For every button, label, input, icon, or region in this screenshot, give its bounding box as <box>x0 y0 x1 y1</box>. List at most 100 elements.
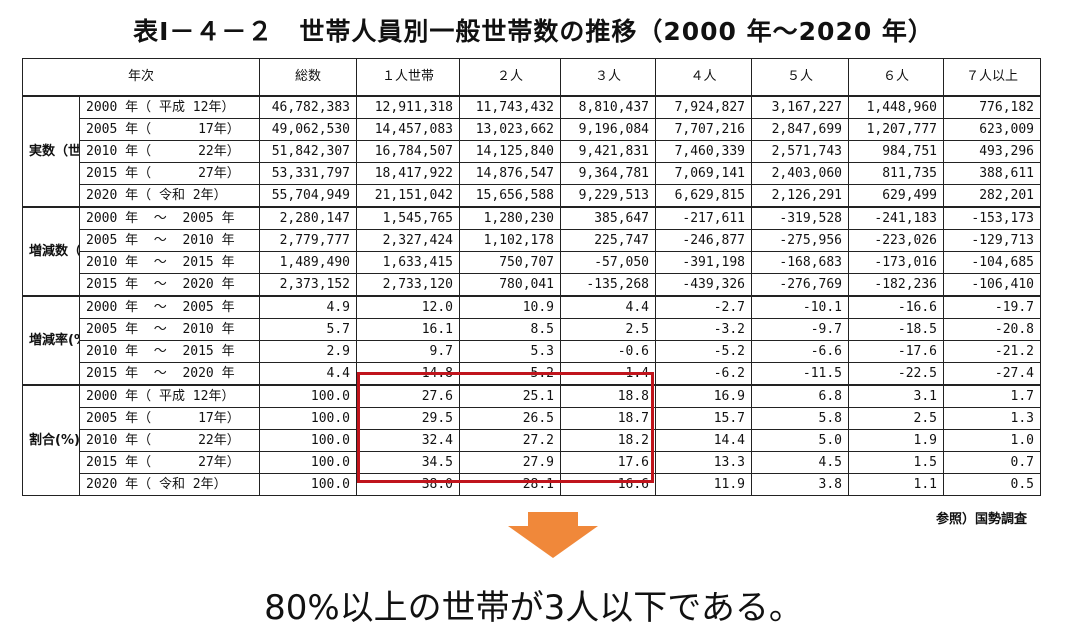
table-cell: 1,102,178 <box>459 229 562 252</box>
table-cell: 9.7 <box>356 340 461 363</box>
table-cell: -276,769 <box>751 273 850 297</box>
table-cell: 100.0 <box>259 451 358 474</box>
table-title: 表Ⅰ－４－２ 世帯人員別一般世帯数の推移（2000 年～2020 年） <box>133 17 934 46</box>
group-label: 増減数（世帯） <box>22 206 80 297</box>
table-cell: 14,457,083 <box>356 118 461 141</box>
table-cell: 0.5 <box>943 473 1042 496</box>
table-cell: -3.2 <box>655 318 753 341</box>
row-year: 2015 年（ 27年） <box>78 451 261 474</box>
table-cell: -391,198 <box>655 251 753 274</box>
table-cell: 18.2 <box>560 429 657 452</box>
table-cell: 26.5 <box>459 407 562 430</box>
table-cell: 4.9 <box>259 295 358 319</box>
table-cell: 4.5 <box>751 451 850 474</box>
table-cell: 28.1 <box>459 473 562 496</box>
table-row: 2015 年（ 27年） 100.0 34.5 27.9 17.6 13.3 4.5 1.5 0… <box>23 451 1042 474</box>
table-cell: 7,707,216 <box>655 118 753 141</box>
table-cell: 2.9 <box>259 340 358 363</box>
table-cell: -21.2 <box>943 340 1042 363</box>
table-cell: 1,448,960 <box>848 95 945 119</box>
table-cell: 1,280,230 <box>459 206 562 230</box>
row-year: 2010 年（ 22年） <box>78 140 261 163</box>
row-year: 2005 年 ～ 2010 年 <box>78 318 261 341</box>
table-row: 2015 年 ～ 2020 年 2,373,152 2,733,120 780,041… <box>23 273 1042 297</box>
table-cell: 11.9 <box>655 473 753 496</box>
table-cell: 2,327,424 <box>356 229 461 252</box>
table-cell: 11,743,432 <box>459 95 562 119</box>
table-cell: 5.8 <box>751 407 850 430</box>
table-cell: 7,460,339 <box>655 140 753 163</box>
table-cell: 6,629,815 <box>655 184 753 208</box>
table-body: 実数（世帯）2000 年（ 平成 12年）46,782,38312,911,31… <box>22 95 1042 496</box>
table-cell: 225,747 <box>560 229 657 252</box>
table-cell: 2,373,152 <box>259 273 358 297</box>
table-cell: 4.4 <box>560 295 657 319</box>
table-cell: 13.3 <box>655 451 753 474</box>
header-total: 総数 <box>259 58 358 97</box>
row-year: 2020 年（ 令和 2年） <box>78 184 261 208</box>
down-arrow-icon <box>508 512 598 558</box>
table-cell: 27.6 <box>356 384 461 408</box>
row-year: 2000 年（ 平成 12年） <box>78 95 261 119</box>
source-note: 参照）国勢調査 <box>935 512 1027 527</box>
table-cell: 27.9 <box>459 451 562 474</box>
header-6person: ６人 <box>848 58 945 97</box>
table-row: 2005 年（ 17年） 100.0 29.5 26.5 18.7 15.7 5.8 2.5 1… <box>23 407 1042 430</box>
table-cell: 629,499 <box>848 184 945 208</box>
table-row: 増減数（世帯）2000 年 ～ 2005 年2,280,1471,545,765… <box>22 206 1042 297</box>
table-cell: -16.6 <box>848 295 945 319</box>
table-cell: 18,417,922 <box>356 162 461 185</box>
table-row: 2010 年 ～ 2015 年 1,489,490 1,633,415 750,707… <box>23 251 1042 274</box>
table-cell: 780,041 <box>459 273 562 297</box>
row-year: 2005 年（ 17年） <box>78 407 261 430</box>
table-cell: -27.4 <box>943 362 1042 386</box>
table-cell: 100.0 <box>259 384 358 408</box>
row-year: 2000 年（ 平成 12年） <box>78 384 261 408</box>
table-cell: 623,009 <box>943 118 1042 141</box>
table-row: 2010 年（ 22年） 100.0 32.4 27.2 18.2 14.4 5.0 1.9 1… <box>23 429 1042 452</box>
table-cell: -0.6 <box>560 340 657 363</box>
row-year: 2015 年（ 27年） <box>78 162 261 185</box>
table-row: 2015 年 ～ 2020 年 4.4 14.8 5.2 -1.4 -6.2 -11.5 -2… <box>23 362 1042 386</box>
header-year: 年次 <box>21 58 261 97</box>
group-label: 増減率(%) <box>22 295 80 386</box>
table-cell: 100.0 <box>259 473 358 496</box>
table-cell: 16.6 <box>560 473 657 496</box>
household-table: 年次 総数 １人世帯 ２人 ３人 ４人 ５人 ６人 ７人以上 実数（世帯）200… <box>21 58 1042 496</box>
table-cell: 1,633,415 <box>356 251 461 274</box>
table-row: 増減率(%)2000 年 ～ 2005 年4.912.010.94.4-2.7-… <box>22 295 1042 386</box>
table-cell: -319,528 <box>751 206 850 230</box>
row-year: 2015 年 ～ 2020 年 <box>78 362 261 386</box>
table-cell: 776,182 <box>943 95 1042 119</box>
table-cell: 984,751 <box>848 140 945 163</box>
row-year: 2010 年 ～ 2015 年 <box>78 251 261 274</box>
table-cell: 5.0 <box>751 429 850 452</box>
table-cell: 2.5 <box>848 407 945 430</box>
table-cell: 388,611 <box>943 162 1042 185</box>
table-cell: 17.6 <box>560 451 657 474</box>
table-cell: 1.0 <box>943 429 1042 452</box>
table-cell: -104,685 <box>943 251 1042 274</box>
table-cell: -5.2 <box>655 340 753 363</box>
table-cell: 25.1 <box>459 384 562 408</box>
table-cell: 1,545,765 <box>356 206 461 230</box>
table-cell: 32.4 <box>356 429 461 452</box>
table-cell: 1.3 <box>943 407 1042 430</box>
group-label: 割合(%) <box>22 384 80 496</box>
table-cell: 38.0 <box>356 473 461 496</box>
table-cell: 9,421,831 <box>560 140 657 163</box>
table-cell: 385,647 <box>560 206 657 230</box>
table-cell: -2.7 <box>655 295 753 319</box>
table-cell: 2,126,291 <box>751 184 850 208</box>
table-cell: 282,201 <box>943 184 1042 208</box>
row-year: 2010 年 ～ 2015 年 <box>78 340 261 363</box>
table-cell: -217,611 <box>655 206 753 230</box>
table-row: 2005 年 ～ 2010 年 2,779,777 2,327,424 1,102,1… <box>23 229 1042 252</box>
table-cell: 55,704,949 <box>259 184 358 208</box>
table-cell: 3,167,227 <box>751 95 850 119</box>
header-4person: ４人 <box>655 58 753 97</box>
table-cell: 2,403,060 <box>751 162 850 185</box>
table-cell: 2,847,699 <box>751 118 850 141</box>
table-cell: 3.8 <box>751 473 850 496</box>
table-cell: 2,779,777 <box>259 229 358 252</box>
